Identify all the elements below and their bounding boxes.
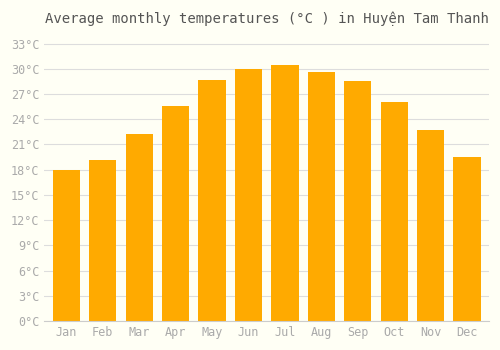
Bar bbox=[380, 102, 408, 321]
Bar bbox=[126, 133, 153, 321]
Bar bbox=[235, 69, 262, 321]
Bar bbox=[89, 160, 117, 321]
Bar bbox=[198, 80, 226, 321]
Bar bbox=[344, 80, 372, 321]
Title: Average monthly temperatures (°C ) in Huyện Tam Thanh: Average monthly temperatures (°C ) in Hu… bbox=[44, 11, 488, 26]
Bar bbox=[454, 157, 480, 321]
Bar bbox=[417, 130, 444, 321]
Bar bbox=[162, 106, 190, 321]
Bar bbox=[52, 170, 80, 321]
Bar bbox=[271, 65, 298, 321]
Bar bbox=[308, 72, 335, 321]
